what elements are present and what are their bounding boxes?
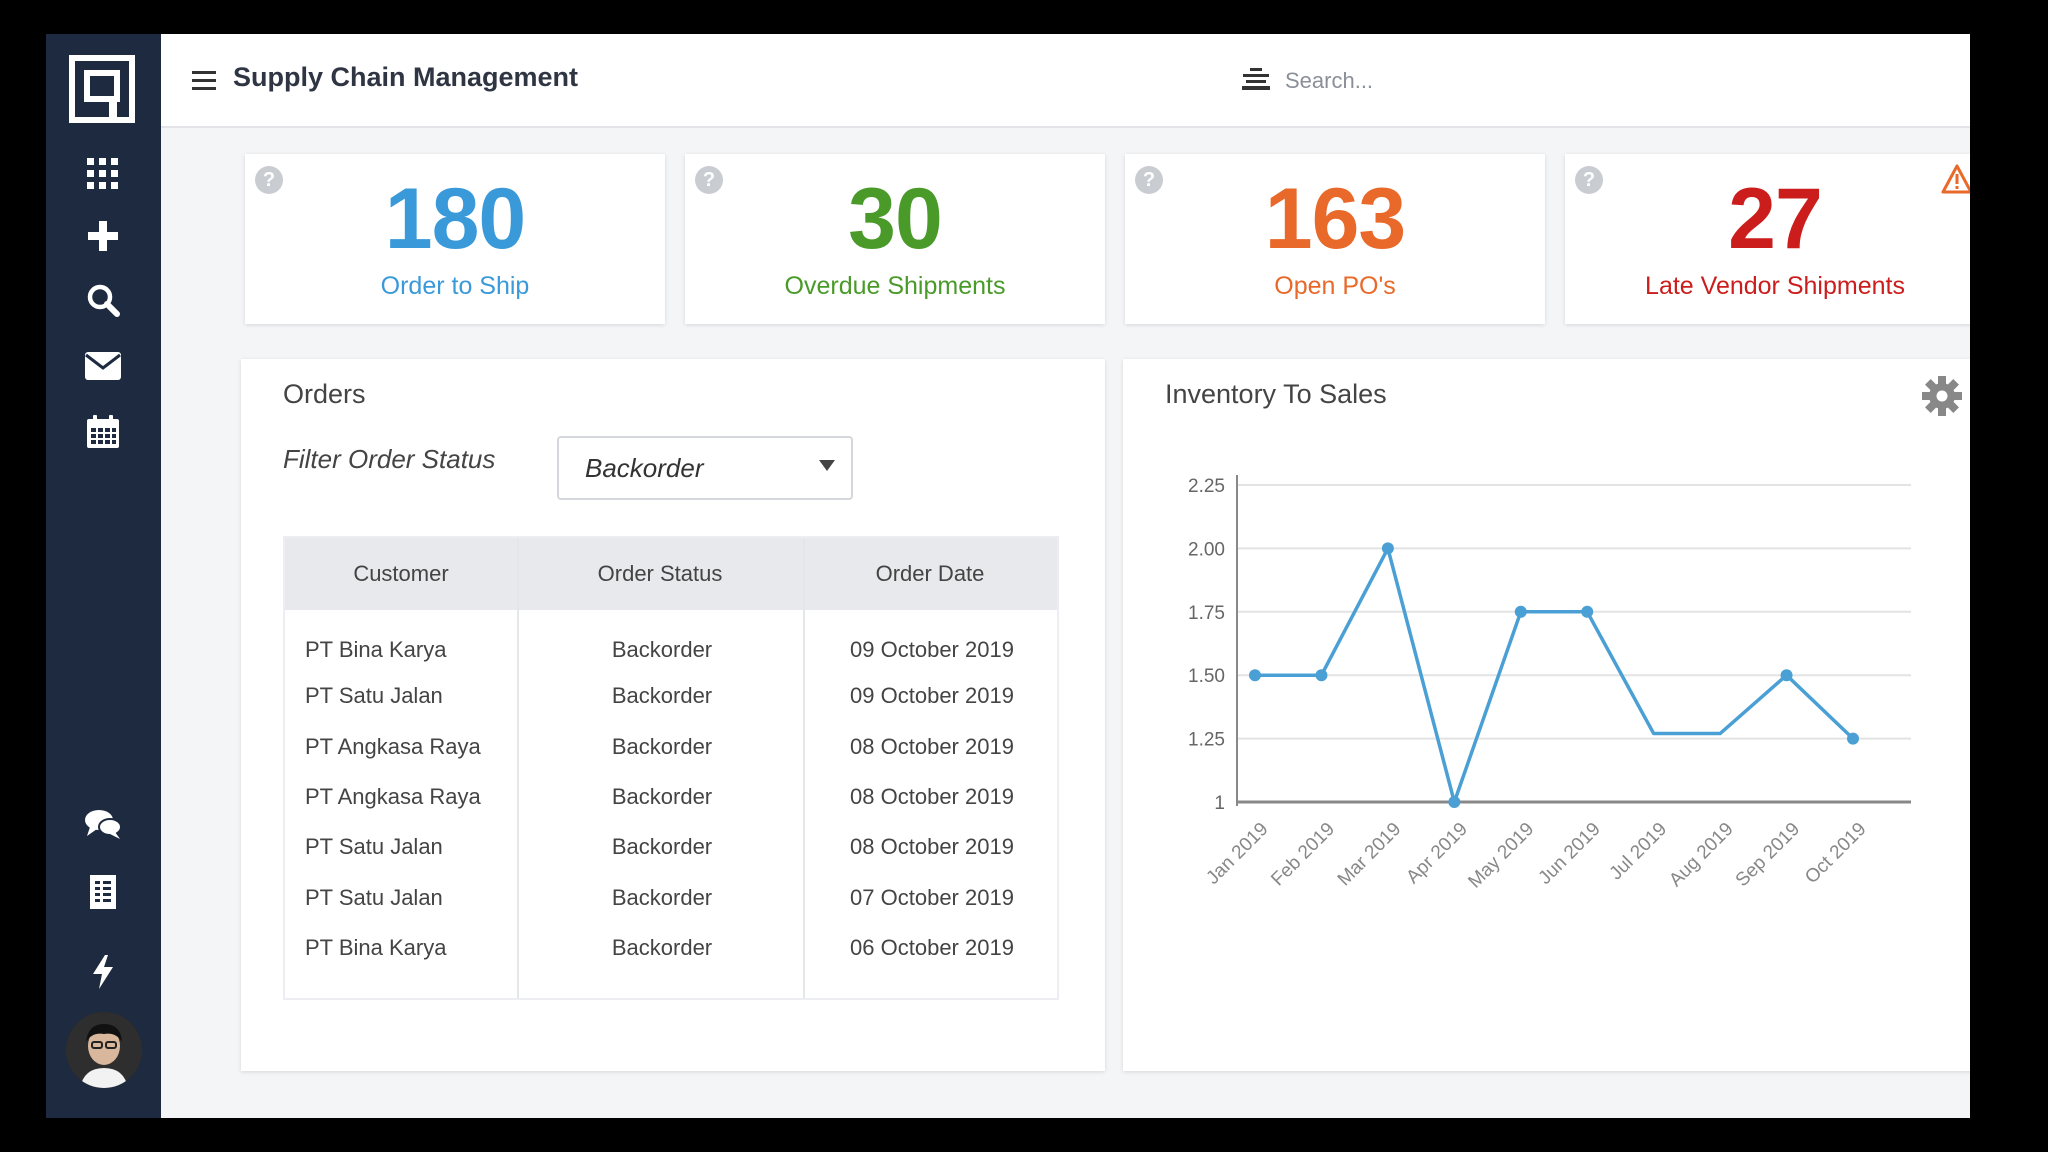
cell-customer: PT Bina Karya	[305, 637, 447, 662]
order-status-select-value: Backorder	[585, 453, 704, 483]
plus-icon[interactable]	[79, 212, 127, 260]
y-tick-label: 1	[1214, 793, 1225, 814]
inventory-panel: Inventory To Sales 1 1.25 1.50 1.75 2.00 2.25…	[1123, 359, 1970, 1071]
lightning-icon[interactable]	[79, 948, 127, 996]
cell-order-date: 08 October 2019	[850, 734, 1014, 759]
kpi-label: Order to Ship	[380, 272, 530, 300]
x-tick-label: Jul 2019	[1606, 819, 1672, 885]
x-tick-label: Jan 2019	[1202, 819, 1272, 889]
cell-order-status: Backorder	[611, 683, 713, 708]
app-window: Supply Chain Management ? 180 Order to S…	[46, 34, 1970, 1118]
x-tick-label: Jun 2019	[1535, 819, 1605, 889]
cell-order-status: Backorder	[611, 637, 713, 662]
cell-order-date: 09 October 2019	[850, 637, 1014, 662]
help-icon[interactable]: ?	[1135, 166, 1163, 194]
inventory-title: Inventory To Sales	[1165, 379, 1387, 409]
data-point	[1249, 669, 1261, 682]
kpi-label: Overdue Shipments	[784, 272, 1006, 300]
column-header-order-status[interactable]: Order Status	[597, 561, 723, 586]
y-tick-label: 1.25	[1188, 730, 1225, 751]
data-point	[1780, 669, 1793, 682]
data-point	[1581, 605, 1594, 618]
cell-customer: PT Bina Karya	[305, 935, 447, 960]
cell-order-date: 09 October 2019	[850, 683, 1014, 708]
gear-icon[interactable]	[1921, 375, 1963, 417]
main-content: Supply Chain Management ? 180 Order to S…	[161, 34, 1970, 1118]
search-input[interactable]	[1283, 58, 1667, 104]
data-point	[1315, 669, 1328, 682]
help-icon[interactable]: ?	[255, 166, 283, 194]
calendar-icon[interactable]	[79, 408, 127, 456]
search-icon[interactable]	[79, 276, 127, 324]
cell-order-status: Backorder	[611, 885, 713, 910]
sidebar	[46, 34, 161, 1118]
cell-order-status: Backorder	[611, 834, 713, 859]
kpi-card-overdue-shipments: ? 30 Overdue Shipments	[685, 154, 1105, 324]
kpi-label: Open PO's	[1274, 272, 1396, 300]
x-tick-label: Mar 2019	[1334, 819, 1406, 891]
mail-icon[interactable]	[79, 342, 127, 390]
data-point	[1514, 605, 1527, 618]
data-point	[1381, 542, 1394, 555]
x-tick-label: Apr 2019	[1402, 819, 1471, 888]
cell-order-date: 07 October 2019	[850, 885, 1014, 910]
x-tick-label: May 2019	[1464, 819, 1538, 893]
order-status-select[interactable]: Backorder	[557, 436, 853, 500]
cell-order-status: Backorder	[611, 734, 713, 759]
kpi-label: Late Vendor Shipments	[1645, 272, 1905, 300]
help-icon[interactable]: ?	[1575, 166, 1603, 194]
column-divider	[803, 538, 805, 998]
series-line	[1255, 546, 1855, 804]
orders-table: Customer Order Status Order Date PT Bina…	[283, 536, 1059, 1000]
cell-customer: PT Satu Jalan	[305, 834, 443, 859]
cell-order-status: Backorder	[611, 935, 713, 960]
warning-icon[interactable]	[1941, 164, 1970, 194]
avatar[interactable]	[66, 1012, 142, 1088]
kpi-value: 27	[1728, 171, 1823, 267]
y-tick-label: 2.25	[1188, 476, 1225, 497]
y-tick-label: 1.50	[1188, 666, 1225, 687]
kpi-value: 180	[384, 171, 527, 267]
kpi-value: 30	[848, 171, 943, 267]
top-bar: Supply Chain Management	[161, 34, 1970, 128]
help-icon[interactable]: ?	[695, 166, 723, 194]
kpi-value: 163	[1264, 171, 1407, 267]
kpi-card-late-vendor-shipments: ? 27 Late Vendor Shipments	[1565, 154, 1970, 324]
y-tick-label: 2.00	[1188, 539, 1225, 560]
apps-grid-icon[interactable]	[79, 150, 127, 198]
table-header: Customer Order Status Order Date	[285, 538, 1057, 610]
y-tick-label: 1.75	[1188, 603, 1225, 624]
cell-customer: PT Angkasa Raya	[305, 734, 481, 759]
cell-order-date: 08 October 2019	[850, 834, 1014, 859]
x-tick-label: Sep 2019	[1732, 819, 1804, 891]
cell-order-date: 06 October 2019	[850, 935, 1014, 960]
x-tick-label: Feb 2019	[1267, 819, 1339, 891]
x-tick-label: Oct 2019	[1801, 819, 1870, 888]
cell-customer: PT Satu Jalan	[305, 683, 443, 708]
x-tick-label: Aug 2019	[1665, 819, 1737, 891]
cell-order-status: Backorder	[611, 784, 713, 809]
search-filter-icon[interactable]	[1241, 68, 1271, 94]
column-divider	[517, 538, 519, 998]
column-header-customer[interactable]: Customer	[353, 561, 449, 586]
column-header-order-date[interactable]: Order Date	[875, 561, 985, 586]
filter-order-status-label: Filter Order Status	[283, 444, 496, 474]
cell-customer: PT Angkasa Raya	[305, 784, 481, 809]
data-point	[1448, 796, 1461, 808]
orders-panel: Orders Filter Order Status Backorder Cus…	[241, 359, 1105, 1071]
data-point	[1847, 732, 1859, 745]
cell-order-date: 08 October 2019	[850, 784, 1014, 809]
caret-down-icon	[819, 460, 835, 471]
kpi-card-open-pos: ? 163 Open PO's	[1125, 154, 1545, 324]
orders-title: Orders	[283, 379, 366, 409]
chat-icon[interactable]	[79, 800, 127, 848]
hamburger-menu-icon[interactable]	[191, 68, 217, 94]
document-icon[interactable]	[79, 868, 127, 916]
app-title: Supply Chain Management	[233, 62, 579, 92]
logo-icon[interactable]	[69, 55, 135, 123]
kpi-card-order-to-ship: ? 180 Order to Ship	[245, 154, 665, 324]
cell-customer: PT Satu Jalan	[305, 885, 443, 910]
